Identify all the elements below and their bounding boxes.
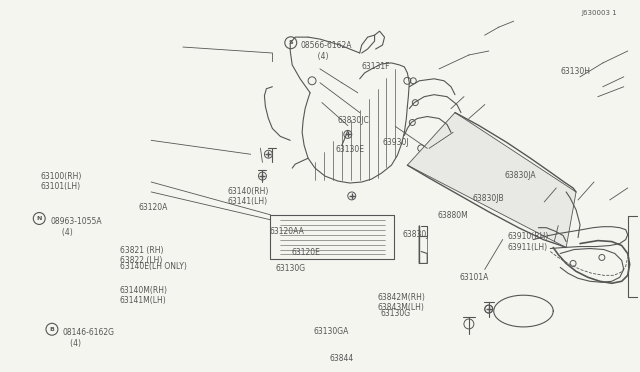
Text: 63101A: 63101A: [460, 273, 489, 282]
Text: 63100(RH)
63101(LH): 63100(RH) 63101(LH): [40, 172, 82, 191]
Polygon shape: [407, 113, 576, 247]
Text: S: S: [289, 40, 293, 45]
Text: J630003 1: J630003 1: [582, 10, 618, 16]
Text: 63830JC: 63830JC: [338, 116, 369, 125]
Text: B: B: [49, 327, 54, 332]
Text: N: N: [36, 216, 42, 221]
Text: 63140M(RH)
63141M(LH): 63140M(RH) 63141M(LH): [120, 286, 168, 305]
Text: 63830JA: 63830JA: [504, 171, 536, 180]
Text: 63130G: 63130G: [276, 263, 306, 273]
Text: 63130GA: 63130GA: [314, 327, 349, 336]
Text: 63140E(LH ONLY): 63140E(LH ONLY): [120, 262, 187, 271]
Text: 63131F: 63131F: [362, 62, 390, 71]
Text: 63842M(RH)
63843M(LH): 63842M(RH) 63843M(LH): [377, 293, 425, 312]
Text: 63120AA: 63120AA: [269, 227, 304, 236]
Text: 08566-6162A
       (4): 08566-6162A (4): [301, 41, 353, 61]
Text: 63830JB: 63830JB: [472, 194, 504, 203]
Text: 08146-6162G
   (4): 08146-6162G (4): [63, 328, 115, 347]
Text: 08963-1055A
     (4): 08963-1055A (4): [50, 217, 102, 237]
Text: 63130E: 63130E: [336, 145, 365, 154]
Text: 63821 (RH)
63822 (LH): 63821 (RH) 63822 (LH): [120, 246, 163, 265]
Text: 63120E: 63120E: [291, 248, 320, 257]
Text: 63910(RH)
63911(LH): 63910(RH) 63911(LH): [508, 232, 548, 251]
Text: 63130G: 63130G: [380, 310, 410, 318]
Text: 63130H: 63130H: [560, 67, 590, 76]
Text: 63930J: 63930J: [382, 138, 409, 147]
Text: 63120A: 63120A: [139, 203, 168, 212]
Text: 63880M: 63880M: [438, 211, 468, 220]
Text: 63830J: 63830J: [403, 230, 429, 238]
Text: 63844: 63844: [330, 355, 354, 363]
Text: 63140(RH)
63141(LH): 63140(RH) 63141(LH): [228, 187, 269, 206]
